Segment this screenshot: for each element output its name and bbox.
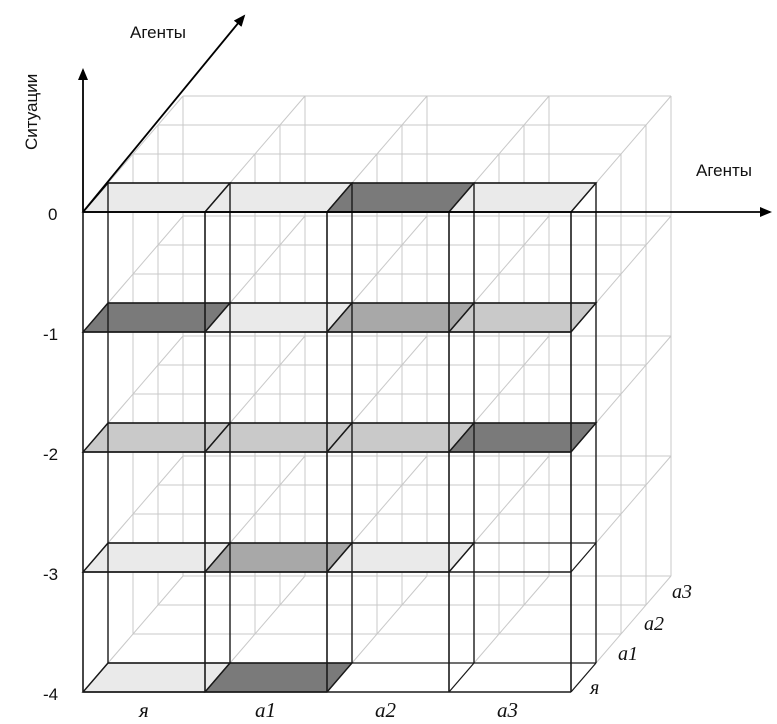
depth-agent-label-a1: a1 bbox=[618, 643, 638, 665]
slab-depth-edge bbox=[82, 302, 109, 333]
slab-depth-edge bbox=[570, 182, 597, 213]
slab-depth-edge bbox=[326, 542, 353, 573]
cell-a3-level--1 bbox=[447, 302, 598, 333]
cell-a2-level--3 bbox=[325, 542, 476, 573]
slab-depth-edge bbox=[82, 662, 109, 693]
level-label-minus-3: -3 bbox=[43, 565, 58, 584]
vertical-axis-label: Ситуации bbox=[22, 74, 41, 150]
slab-depth-edge bbox=[204, 182, 231, 213]
depth-agent-label-ya: я bbox=[589, 677, 599, 699]
depth-agent-label-a3: a3 bbox=[672, 581, 692, 603]
cell-a1-level--4 bbox=[203, 662, 354, 693]
slab-depth-edge bbox=[326, 422, 353, 453]
level-label-minus-2: -2 bbox=[43, 445, 58, 464]
axes bbox=[78, 14, 772, 217]
level-label-minus-4: -4 bbox=[43, 685, 58, 704]
slab-depth-edge bbox=[326, 302, 353, 333]
slab-depth-edge bbox=[448, 542, 475, 573]
slab-depth-edge bbox=[326, 662, 353, 693]
front-agent-label-a1: a1 bbox=[255, 698, 276, 722]
level-label-minus-1: -1 bbox=[43, 325, 58, 344]
slab-depth-edge bbox=[204, 662, 231, 693]
front-agent-label-a3: a3 bbox=[497, 698, 518, 722]
slab-depth-edge bbox=[326, 182, 353, 213]
slab-depth-edge bbox=[570, 422, 597, 453]
cell-a3-level-0 bbox=[447, 182, 598, 213]
depth-axis-label: Агенты bbox=[130, 23, 186, 42]
highlighted-cells bbox=[81, 182, 598, 693]
slab-depth-edge bbox=[204, 542, 231, 573]
horizontal-axis-label: Агенты bbox=[696, 161, 752, 180]
depth-axis-arrow bbox=[82, 14, 246, 213]
slab-depth-edge bbox=[448, 182, 475, 213]
slab-depth-edge bbox=[570, 302, 597, 333]
slab-depth-edge bbox=[448, 662, 475, 693]
slab-depth-edge bbox=[448, 422, 475, 453]
slab-depth-edge bbox=[204, 422, 231, 453]
labels: Агенты Агенты Ситуации 0 -1 -2 -3 -4 я a… bbox=[22, 23, 752, 722]
slab-depth-edge bbox=[204, 302, 231, 333]
slab-depth-edge bbox=[82, 542, 109, 573]
slab-depth-edge bbox=[570, 662, 597, 693]
front-agent-label-a2: a2 bbox=[375, 698, 397, 722]
slab-depth-edge bbox=[82, 422, 109, 453]
slab-depth-edge bbox=[448, 302, 475, 333]
slab-depth-edge bbox=[570, 542, 597, 573]
depth-agent-label-a2: a2 bbox=[644, 613, 664, 635]
level-label-0: 0 bbox=[48, 205, 57, 224]
cell-a3-level--2 bbox=[447, 422, 598, 453]
front-agent-label-ya: я bbox=[138, 698, 149, 722]
